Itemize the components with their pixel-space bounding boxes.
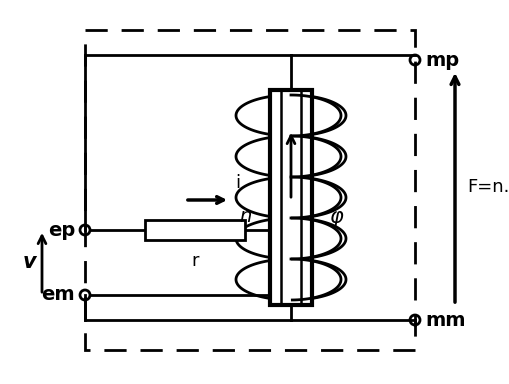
Bar xyxy=(85,30,415,350)
Text: i: i xyxy=(235,174,240,192)
Bar xyxy=(270,90,312,305)
Bar xyxy=(145,220,245,240)
Text: mm: mm xyxy=(425,311,466,329)
Text: φ: φ xyxy=(330,207,344,227)
Text: v: v xyxy=(23,252,37,272)
Text: mp: mp xyxy=(425,51,459,70)
Text: r: r xyxy=(191,252,199,270)
Text: ep: ep xyxy=(48,220,75,240)
Text: F=n.i: F=n.i xyxy=(467,178,509,196)
Text: n: n xyxy=(240,207,252,227)
Text: em: em xyxy=(41,285,75,305)
